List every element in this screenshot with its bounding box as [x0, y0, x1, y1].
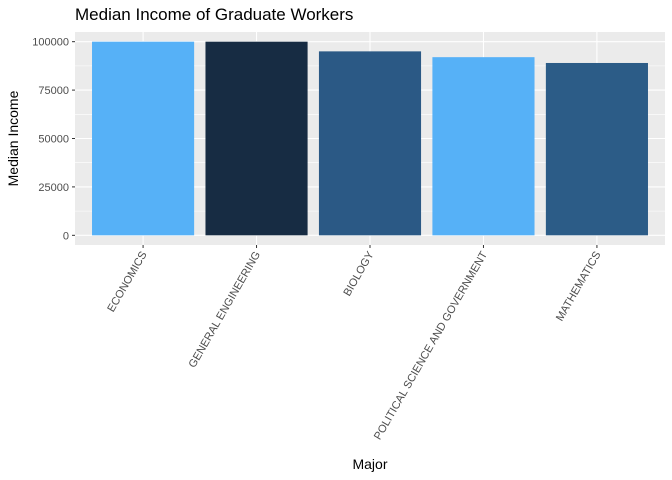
bar: [432, 57, 535, 236]
x-tick-label: ECONOMICS: [105, 250, 149, 315]
x-tick-label: MATHEMATICS: [554, 250, 604, 324]
x-axis-title: Major: [352, 456, 387, 472]
y-tick-label: 0: [63, 230, 69, 242]
y-tick-label: 75000: [38, 85, 69, 97]
y-tick-label: 100000: [32, 37, 69, 49]
bar: [318, 51, 422, 236]
x-tick-label: POLITICAL SCIENCE AND GOVERNMENT: [372, 249, 490, 442]
x-axis: ECONOMICS GENERAL ENGINEERING BIOLOGYPOLIT…: [105, 245, 604, 442]
bar: [205, 41, 308, 236]
chart-title: Median Income of Graduate Workers: [75, 5, 353, 24]
bar: [92, 41, 195, 236]
bars: [92, 41, 648, 236]
bar: [545, 62, 648, 236]
y-tick-label: 50000: [38, 134, 69, 146]
y-axis: 0 25000 50000 75000 100000: [32, 37, 75, 242]
y-tick-label: 25000: [38, 182, 69, 194]
x-tick-label: GENERAL ENGINEERING: [187, 250, 264, 371]
x-tick-label: BIOLOGY: [341, 249, 376, 298]
y-axis-title: Median Income: [5, 90, 21, 186]
